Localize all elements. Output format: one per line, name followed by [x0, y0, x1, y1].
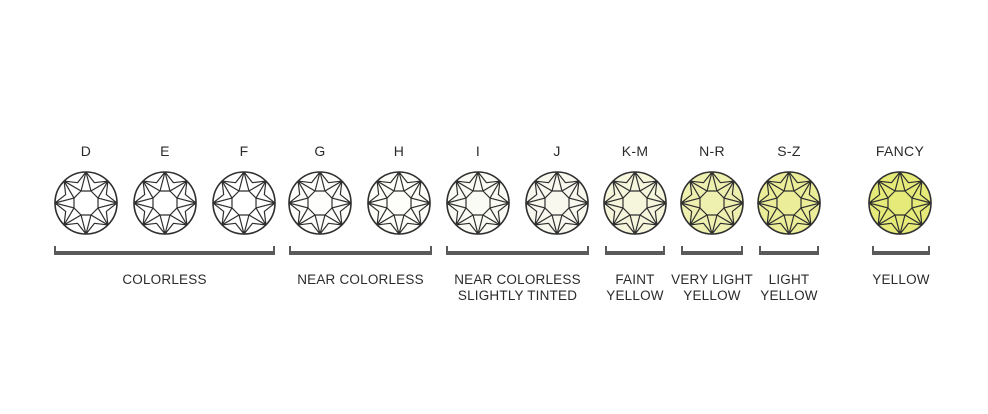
- diamond-icon-s-z: [756, 170, 822, 236]
- diamond-icon-k-m: [602, 170, 668, 236]
- group-label: LIGHT YELLOW: [724, 272, 854, 304]
- grade-label-i: I: [475, 143, 481, 159]
- grade-label-g: G: [314, 143, 326, 159]
- diamond-icon-d: [53, 170, 119, 236]
- group-bracket: [681, 246, 743, 255]
- grade-label-d: D: [80, 143, 92, 159]
- grade-label-h: H: [393, 143, 405, 159]
- group-bracket: [872, 246, 930, 255]
- group-label-line: COLORLESS: [122, 272, 207, 287]
- group-label: NEAR COLORLESS: [289, 272, 432, 288]
- group-label: NEAR COLORLESS SLIGHTLY TINTED: [446, 272, 589, 304]
- diamond-icon-g: [287, 170, 353, 236]
- diamond-icon-e: [132, 170, 198, 236]
- group-label-line: YELLOW: [683, 288, 741, 303]
- diamond-icon-fancy: [867, 170, 933, 236]
- diamond-icon-h: [366, 170, 432, 236]
- group-label-line: NEAR COLORLESS: [297, 272, 424, 287]
- group-label-line: VERY LIGHT: [671, 272, 753, 287]
- group-label-line: SLIGHTLY TINTED: [457, 288, 578, 303]
- grade-label-e: E: [160, 143, 170, 159]
- group-bracket: [446, 246, 589, 255]
- diamond-icon-f: [211, 170, 277, 236]
- grade-label-j: J: [553, 143, 561, 159]
- diamond-icon-j: [524, 170, 590, 236]
- group-label-line: YELLOW: [760, 288, 818, 303]
- diamond-icon-i: [445, 170, 511, 236]
- group-label-line: YELLOW: [872, 272, 930, 287]
- grade-label-s-z: S-Z: [777, 143, 801, 159]
- bracket-bar: [448, 251, 587, 255]
- group-bracket: [289, 246, 432, 255]
- grade-label-n-r: N-R: [699, 143, 725, 159]
- grade-label-f: F: [239, 143, 249, 159]
- bracket-bar: [56, 251, 273, 255]
- group-label: COLORLESS: [54, 272, 275, 288]
- group-label-line: FAINT: [615, 272, 655, 287]
- group-label: FAINT YELLOW: [570, 272, 700, 304]
- bracket-bar: [607, 251, 663, 255]
- group-bracket: [54, 246, 275, 255]
- group-bracket: [759, 246, 819, 255]
- group-label-line: NEAR COLORLESS: [454, 272, 581, 287]
- bracket-bar: [291, 251, 430, 255]
- grade-label-k-m: K-M: [621, 143, 649, 159]
- bracket-bar: [761, 251, 817, 255]
- group-label-line: YELLOW: [606, 288, 664, 303]
- bracket-bar: [683, 251, 741, 255]
- group-bracket: [605, 246, 665, 255]
- group-label: VERY LIGHT YELLOW: [647, 272, 777, 304]
- diamond-icon-n-r: [679, 170, 745, 236]
- group-label-line: LIGHT: [768, 272, 810, 287]
- group-label: YELLOW: [836, 272, 966, 288]
- bracket-bar: [874, 251, 928, 255]
- grade-label-fancy: FANCY: [875, 143, 925, 159]
